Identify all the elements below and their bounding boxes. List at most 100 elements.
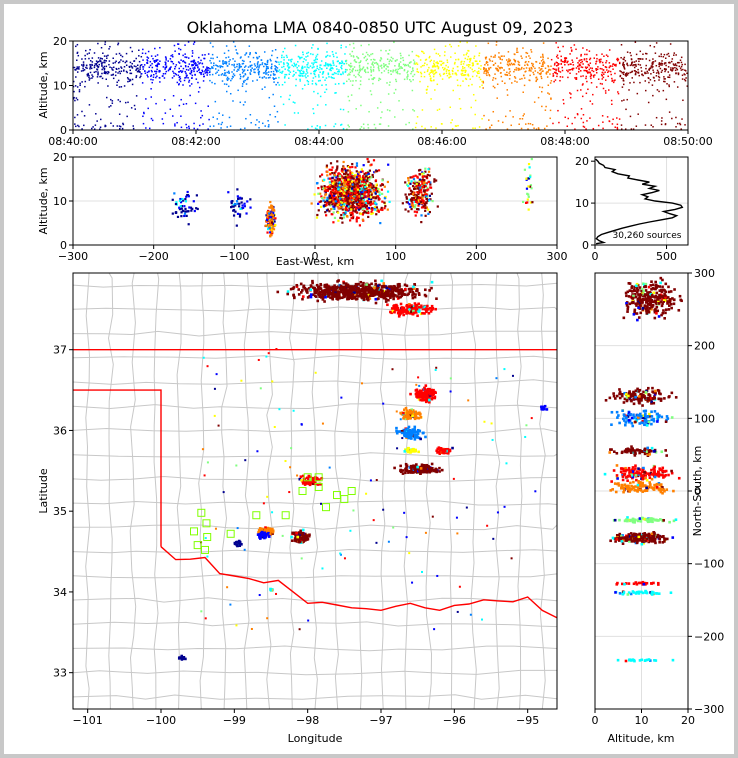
time-height-point bbox=[605, 60, 608, 62]
ew-altitude-point bbox=[323, 185, 326, 188]
ew-altitude-point bbox=[341, 167, 344, 171]
ew-altitude-point bbox=[357, 174, 360, 177]
time-height-point bbox=[625, 108, 627, 111]
ew-altitude-point bbox=[407, 184, 410, 188]
time-height-point bbox=[269, 76, 271, 79]
ew-altitude-point bbox=[342, 204, 345, 207]
ew-altitude-point bbox=[335, 184, 338, 187]
time-height-point bbox=[222, 114, 224, 116]
ew-altitude-point bbox=[377, 195, 380, 198]
time-height-point bbox=[543, 62, 546, 64]
ew-altitude-point bbox=[334, 200, 337, 203]
time-height-point bbox=[447, 66, 450, 68]
ew-altitude-point bbox=[196, 207, 199, 211]
time-height-point bbox=[618, 118, 621, 120]
ew-altitude-point bbox=[352, 197, 355, 200]
time-height-point bbox=[244, 127, 246, 129]
ew-altitude-point bbox=[272, 216, 275, 220]
time-height-point bbox=[187, 65, 190, 68]
time-height-point bbox=[85, 66, 87, 69]
time-height-point bbox=[349, 73, 351, 76]
time-height-point bbox=[585, 60, 588, 63]
time-height-point bbox=[635, 125, 638, 127]
ew-altitude-point bbox=[365, 173, 369, 176]
time-height-point bbox=[557, 46, 559, 49]
ew-altitude-point bbox=[357, 206, 360, 210]
time-height-point bbox=[230, 79, 232, 82]
plan-view-point bbox=[321, 298, 325, 301]
ew-altitude-point bbox=[272, 212, 275, 215]
time-height-point bbox=[581, 84, 584, 86]
time-height-point bbox=[656, 89, 659, 91]
time-height-point bbox=[256, 65, 259, 67]
ew-altitude-point bbox=[268, 224, 271, 227]
plan-view-point bbox=[345, 289, 348, 293]
ew-altitude-point bbox=[410, 180, 413, 183]
time-height-point bbox=[602, 76, 605, 79]
time-height-point bbox=[523, 67, 525, 70]
time-height-point bbox=[314, 75, 317, 78]
ew-altitude-point bbox=[353, 188, 356, 191]
ew-altitude-point bbox=[346, 169, 349, 172]
time-height-point bbox=[340, 123, 343, 126]
time-height-point bbox=[645, 67, 647, 70]
time-height-point bbox=[164, 68, 166, 70]
time-height-point bbox=[260, 59, 263, 61]
time-height-point bbox=[129, 79, 132, 82]
plan-view-point bbox=[372, 293, 376, 296]
ew-altitude-point bbox=[344, 188, 347, 192]
time-height-point bbox=[209, 79, 211, 82]
time-height-point bbox=[165, 57, 167, 59]
ew-altitude-point bbox=[335, 201, 338, 204]
time-height-point bbox=[552, 67, 554, 70]
time-height-point bbox=[682, 68, 684, 71]
plan-view-point bbox=[359, 284, 363, 288]
ew-altitude-point bbox=[419, 185, 422, 188]
time-height-point bbox=[278, 84, 280, 86]
time-height-point bbox=[250, 70, 252, 72]
ew-altitude-point bbox=[231, 205, 234, 208]
ew-altitude-point bbox=[374, 170, 377, 173]
time-height-point bbox=[395, 68, 397, 71]
ew-altitude-point bbox=[270, 219, 273, 223]
ew-altitude-point bbox=[249, 198, 252, 201]
time-height-point bbox=[206, 67, 208, 70]
ew-altitude-point bbox=[339, 180, 343, 183]
time-height-point bbox=[119, 125, 122, 128]
ew-altitude-point bbox=[351, 176, 354, 179]
time-height-point bbox=[414, 126, 417, 129]
time-height-point bbox=[668, 76, 670, 78]
time-height-point bbox=[413, 63, 416, 65]
time-height-point bbox=[89, 60, 92, 62]
ew-altitude-point bbox=[358, 195, 361, 198]
ew-altitude-point bbox=[379, 184, 382, 187]
time-height-point bbox=[86, 75, 89, 77]
time-height-point bbox=[448, 72, 451, 74]
time-height-point bbox=[403, 64, 406, 67]
ew-altitude-point bbox=[334, 170, 337, 173]
time-height-point bbox=[99, 118, 102, 121]
time-height-point bbox=[579, 70, 582, 72]
time-height-point bbox=[558, 121, 560, 124]
plan-view-point bbox=[331, 289, 335, 292]
ew-altitude-point bbox=[329, 162, 333, 165]
time-height-point bbox=[572, 67, 574, 70]
time-height-point bbox=[294, 64, 296, 66]
time-height-point bbox=[397, 68, 399, 71]
ew-altitude-point bbox=[349, 211, 352, 215]
time-height-point bbox=[198, 69, 200, 71]
time-height-point bbox=[302, 70, 304, 73]
time-height-point bbox=[411, 50, 414, 53]
time-height-point bbox=[378, 65, 380, 67]
time-height-point bbox=[135, 69, 137, 71]
ew-altitude-point bbox=[343, 182, 346, 185]
time-height-xtick-label: 08:40:00 bbox=[48, 135, 97, 148]
time-height-point bbox=[352, 42, 355, 45]
time-height-point bbox=[673, 54, 675, 56]
ew-altitude-point bbox=[525, 187, 529, 190]
time-height-point bbox=[154, 70, 156, 73]
plan-view-point bbox=[387, 289, 391, 293]
time-height-point bbox=[83, 124, 85, 127]
time-height-point bbox=[313, 72, 315, 75]
ew-altitude-point bbox=[369, 203, 372, 207]
